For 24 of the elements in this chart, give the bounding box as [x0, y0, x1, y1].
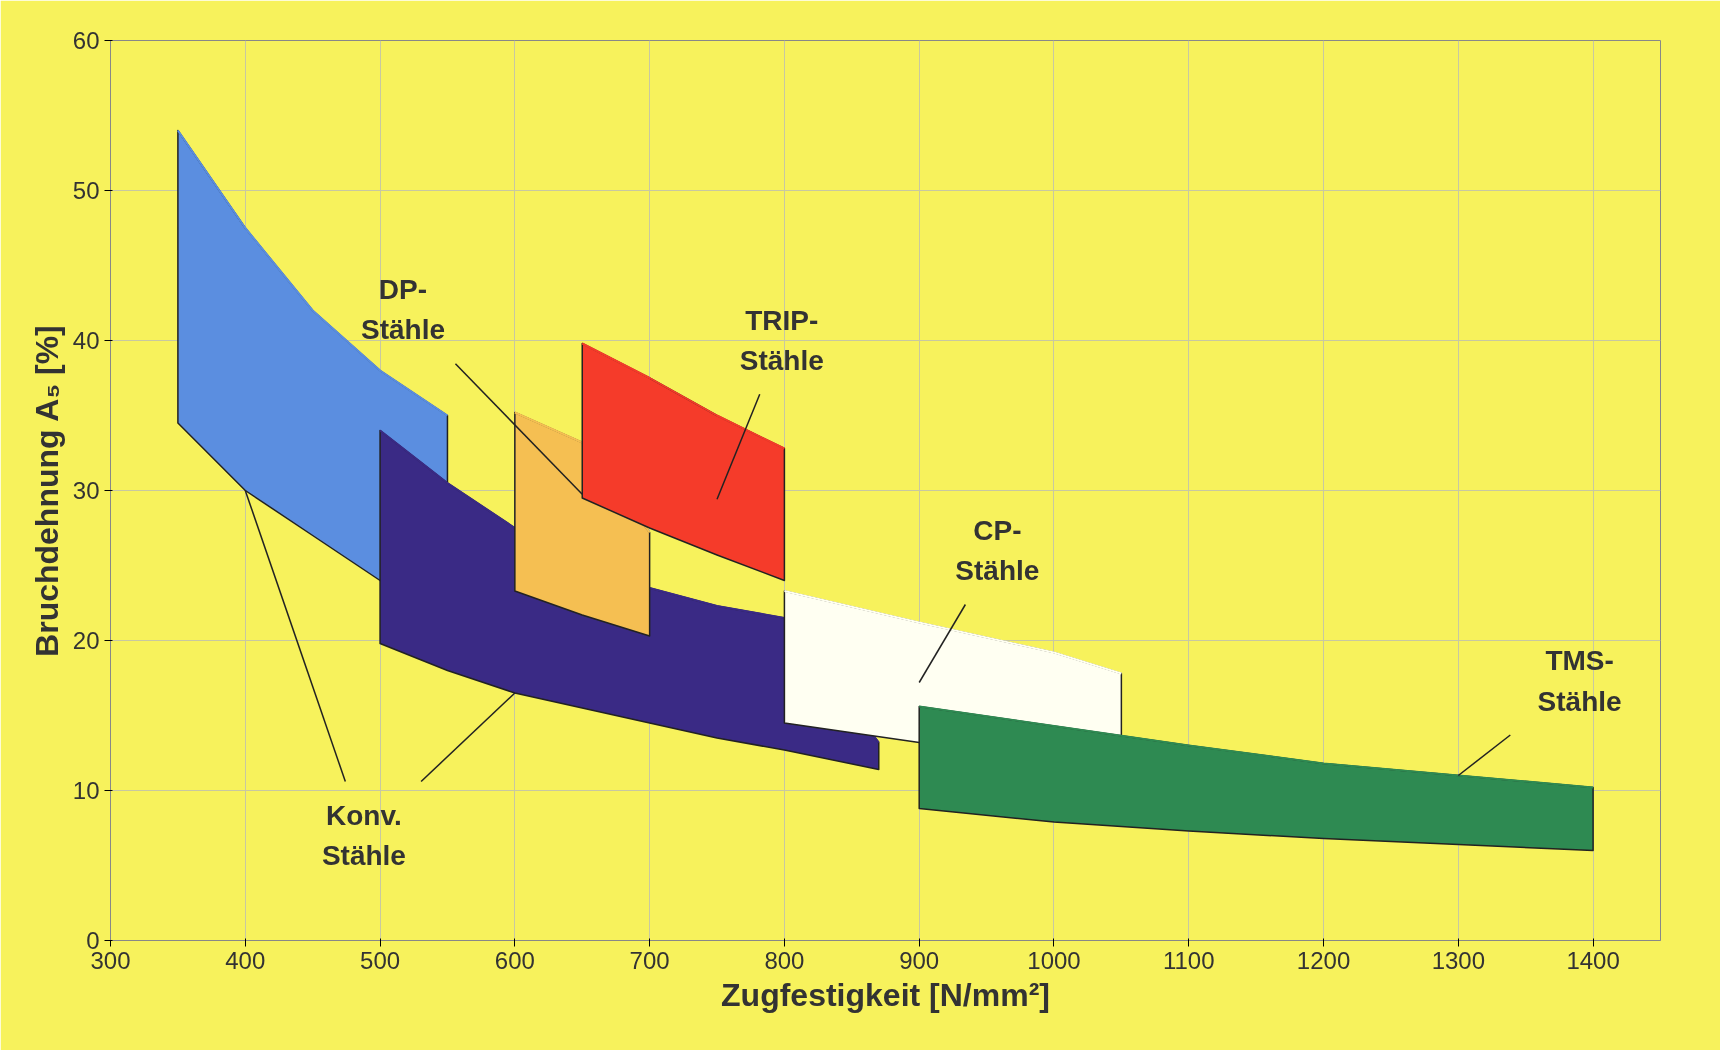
- y-tick-label: 20: [72, 627, 100, 654]
- y-tick-label: 50: [72, 177, 100, 204]
- text: Konv. Stähle: [321, 799, 406, 872]
- text: DP- Stähle: [360, 274, 445, 346]
- y-tick-label: 10: [72, 777, 100, 804]
- x-axis-title: Zugfestigkeit [N/mm²]: [721, 976, 1050, 1013]
- text: TMS- Stähle: [1537, 645, 1622, 717]
- x-tick-label: 800: [764, 946, 805, 974]
- x-tick-label: 1100: [1162, 946, 1215, 974]
- y-tick-label: 30: [72, 477, 100, 504]
- x-tick-label: 1200: [1296, 946, 1351, 974]
- x-tick-label: 900: [899, 946, 940, 974]
- series-label: CP- Stähle: [955, 514, 1040, 587]
- x-tick-label: 600: [494, 946, 535, 974]
- x-tick-label: 500: [360, 946, 401, 974]
- y-tick-label: 60: [72, 27, 100, 54]
- x-tick-label: 400: [225, 946, 266, 974]
- y-axis-title: Bruchdehnung A₅ [%]: [28, 325, 65, 657]
- x-tick-label: 1400: [1566, 946, 1620, 974]
- x-tick-label: 1000: [1027, 946, 1081, 974]
- x-tick-label: 1300: [1431, 946, 1486, 974]
- x-tick-label: 700: [629, 946, 670, 974]
- y-tick-label: 40: [72, 327, 100, 354]
- series-label: TRIP- Stähle: [739, 304, 824, 376]
